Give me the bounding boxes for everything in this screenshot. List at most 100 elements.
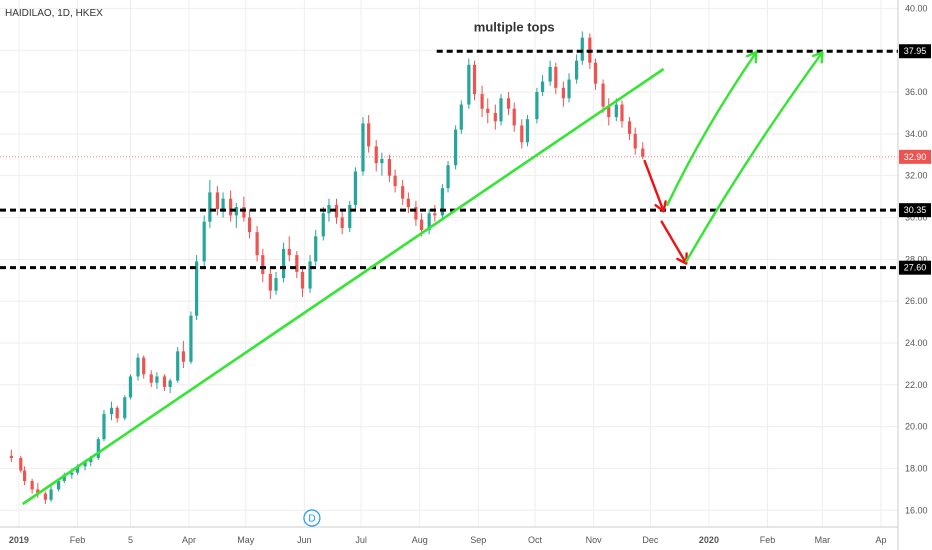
candle-body	[149, 374, 153, 383]
chart-title: HAIDILAO, 1D, HKEX	[5, 8, 103, 19]
candle	[136, 353, 140, 381]
annotation-multiple-tops: multiple tops	[474, 19, 555, 34]
candle-body	[499, 98, 503, 122]
candle	[281, 242, 286, 283]
candle	[168, 378, 172, 394]
candle-body	[472, 64, 477, 95]
x-tick-label: Dec	[642, 535, 659, 545]
candle-body	[387, 158, 392, 176]
candle-body	[327, 204, 331, 214]
x-tick-label: Ap	[875, 535, 886, 545]
y-tick-label: 16.00	[905, 505, 928, 515]
down-arrow	[660, 220, 688, 265]
candle	[548, 60, 552, 86]
candle-body	[540, 81, 545, 93]
candle	[380, 152, 384, 176]
candle-body	[575, 60, 579, 80]
level-price-tag-text: 27.60	[904, 263, 927, 273]
candle	[102, 409, 106, 442]
candle-body	[202, 221, 206, 262]
y-tick-label: 24.00	[905, 338, 928, 348]
candle	[261, 248, 265, 283]
candle-body	[512, 108, 516, 126]
candle	[627, 117, 632, 141]
candle	[575, 54, 579, 84]
candle	[202, 215, 206, 268]
candle	[633, 127, 637, 155]
candle-body	[234, 207, 238, 216]
candle	[387, 154, 392, 182]
candle-body	[261, 255, 265, 274]
candle	[314, 230, 318, 266]
candle	[49, 485, 53, 502]
dividend-marker[interactable]: D	[303, 509, 321, 527]
up-arrow	[666, 51, 758, 207]
candle-body	[136, 357, 140, 377]
candle	[401, 179, 405, 205]
up-arrow	[685, 51, 824, 263]
dividend-marker-label: D	[308, 514, 315, 525]
candle	[155, 372, 159, 389]
x-tick-label: Jun	[297, 535, 312, 545]
candle-body	[480, 94, 484, 109]
level-price-tag: 30.35	[899, 203, 931, 218]
dividend-marker-circle[interactable]	[303, 509, 321, 527]
candle-body	[427, 213, 431, 231]
candle	[340, 211, 344, 235]
candle	[321, 207, 325, 241]
x-tick-label: Apr	[182, 535, 196, 545]
y-tick-label: 32.00	[905, 171, 928, 181]
candle	[334, 198, 339, 224]
down-arrow-head	[654, 200, 667, 213]
level-price-tag-text: 37.95	[904, 46, 927, 56]
candle-body	[433, 213, 437, 216]
candle-body	[255, 232, 259, 256]
candle-body	[406, 198, 410, 208]
candle-body	[353, 171, 358, 205]
candle	[414, 200, 418, 226]
candle-body	[242, 207, 246, 218]
candle	[512, 102, 516, 132]
candle	[181, 340, 185, 369]
candle-body	[467, 64, 471, 105]
y-tick-label: 20.00	[905, 422, 928, 432]
candle	[221, 192, 225, 218]
candle-body	[57, 480, 61, 490]
candle-body	[274, 278, 278, 291]
candle-body	[128, 376, 133, 398]
candle-body	[70, 472, 74, 475]
candle-body	[620, 104, 624, 122]
candle-body	[221, 198, 225, 210]
level-price-tag-bg	[899, 260, 931, 275]
candle	[30, 478, 34, 494]
candle-body	[380, 158, 384, 164]
candle-body	[321, 213, 325, 237]
candle	[308, 255, 312, 293]
candle-body	[89, 457, 93, 463]
candle	[593, 58, 598, 90]
candle-body	[525, 119, 530, 143]
candle-body	[414, 207, 418, 220]
candle-body	[19, 457, 23, 471]
candle	[427, 209, 431, 235]
candle-body	[9, 455, 13, 458]
candle-body	[446, 165, 450, 189]
candle-body	[348, 204, 352, 228]
candle	[115, 405, 119, 423]
x-tick-label: May	[237, 535, 255, 545]
candle	[506, 92, 511, 116]
candle-body	[308, 261, 312, 289]
candle-body	[195, 261, 199, 316]
candle-body	[506, 98, 511, 109]
candle	[22, 466, 27, 486]
candle-body	[454, 129, 458, 166]
candle	[327, 198, 331, 222]
candle-body	[109, 407, 114, 415]
down-arrow	[643, 159, 667, 213]
candle	[268, 267, 272, 300]
x-tick-label: 2020	[699, 535, 719, 545]
candle	[467, 58, 471, 109]
candle-body	[561, 87, 565, 99]
